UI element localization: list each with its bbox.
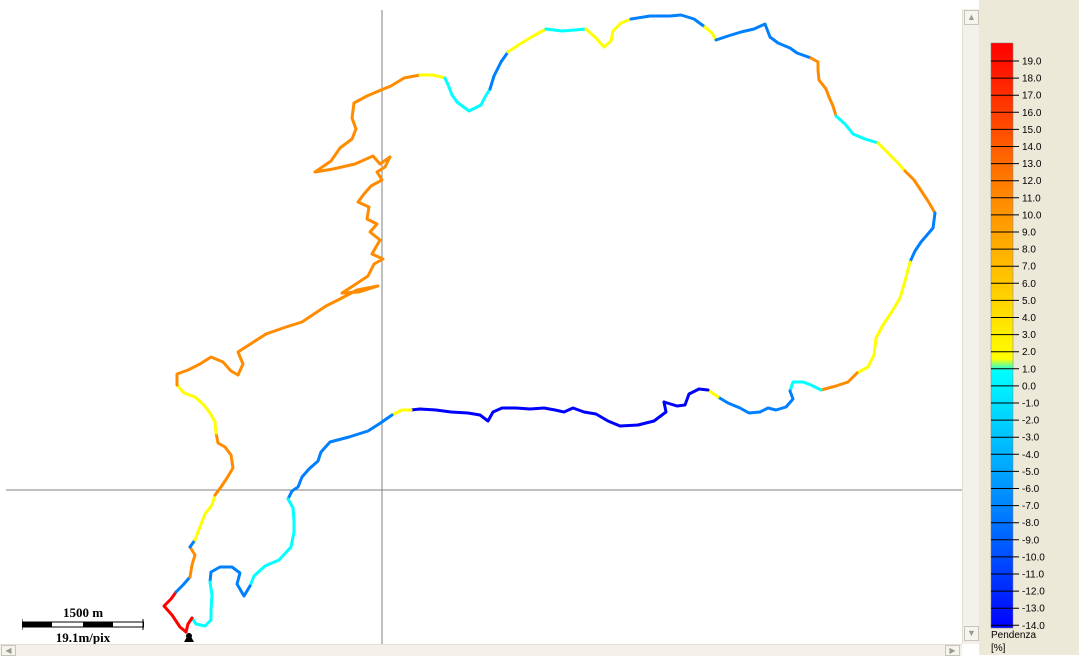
track-segment bbox=[190, 580, 214, 628]
legend-tick-label: 18.0 bbox=[1022, 74, 1042, 85]
track-segment bbox=[809, 56, 838, 118]
legend-tick-label: -2.0 bbox=[1022, 416, 1040, 427]
track-segment bbox=[819, 371, 859, 392]
legend-tick-label: 2.0 bbox=[1022, 347, 1036, 358]
track-segment bbox=[409, 400, 668, 428]
legend-tick-label: -14.0 bbox=[1022, 621, 1045, 632]
track-segment bbox=[188, 545, 197, 579]
track-segment bbox=[174, 575, 192, 594]
track-segment bbox=[286, 413, 394, 501]
legend-tick-label: 8.0 bbox=[1022, 245, 1036, 256]
gps-track bbox=[162, 13, 937, 634]
legend-tick-label: 6.0 bbox=[1022, 279, 1036, 290]
legend-tick-label: -1.0 bbox=[1022, 399, 1040, 410]
legend-tick-label: -7.0 bbox=[1022, 501, 1040, 512]
track-segment bbox=[903, 169, 937, 215]
track-segment bbox=[352, 73, 422, 105]
track-segment bbox=[662, 387, 710, 408]
scale-distance-label: 1500 m bbox=[62, 605, 104, 620]
track-segment bbox=[506, 27, 548, 54]
legend-tick-label: -5.0 bbox=[1022, 467, 1040, 478]
map-view[interactable]: 1500 m 19.1m/pix bbox=[0, 0, 962, 644]
scroll-left-icon[interactable]: ◀ bbox=[1, 645, 16, 656]
legend-tick-label: -4.0 bbox=[1022, 450, 1040, 461]
track-segment bbox=[162, 590, 188, 634]
slope-color-scale: 19.0 18.0 17.0 16.0 15.0 14.0 13.0 12.0 11.0 10.0… bbox=[990, 42, 1045, 632]
legend-tick-label: 17.0 bbox=[1022, 91, 1042, 102]
legend-tick-label: -10.0 bbox=[1022, 552, 1045, 563]
track-map[interactable] bbox=[0, 0, 962, 644]
legend-tick-label: 12.0 bbox=[1022, 176, 1042, 187]
track-segment bbox=[356, 155, 392, 278]
legend-tick-label: 19.0 bbox=[1022, 57, 1042, 68]
legend-tick-label: 11.0 bbox=[1022, 193, 1041, 204]
track-segment bbox=[908, 211, 937, 264]
legend-tick-label: 14.0 bbox=[1022, 142, 1042, 153]
legend-tick-label: -13.0 bbox=[1022, 604, 1045, 615]
legend-tick-label: 9.0 bbox=[1022, 228, 1036, 239]
track-segment bbox=[855, 260, 912, 375]
scroll-up-icon[interactable]: ▲ bbox=[964, 10, 979, 25]
legend-tick-label: 16.0 bbox=[1022, 108, 1042, 119]
scale-resolution-label: 19.1m/pix bbox=[55, 630, 111, 644]
track-segment bbox=[193, 493, 217, 542]
legend-tick-label: -9.0 bbox=[1022, 535, 1040, 546]
vertical-scrollbar[interactable]: ▲ ▼ bbox=[962, 9, 980, 644]
slope-legend: 19.0 18.0 17.0 16.0 15.0 14.0 13.0 12.0 11.0 10.0… bbox=[979, 0, 1079, 655]
track-segment bbox=[248, 497, 296, 588]
track-segment bbox=[443, 76, 492, 113]
legend-title: Pendenza bbox=[991, 630, 1037, 641]
track-segment bbox=[184, 616, 194, 634]
track-segment bbox=[208, 565, 252, 598]
scale-bar: 1500 m 19.1m/pix bbox=[22, 605, 144, 644]
track-segment bbox=[834, 114, 880, 145]
track-segment bbox=[418, 73, 447, 80]
track-segment bbox=[544, 27, 588, 33]
horizontal-scrollbar[interactable]: ◀ ▶ bbox=[0, 644, 962, 656]
track-segment bbox=[706, 388, 720, 399]
legend-tick-label: -8.0 bbox=[1022, 518, 1040, 529]
legend-unit: [%] bbox=[991, 643, 1006, 654]
track-segment bbox=[716, 389, 795, 415]
legend-tick-label: 10.0 bbox=[1022, 210, 1042, 221]
track-segment bbox=[584, 17, 633, 49]
legend-tick-label: -12.0 bbox=[1022, 587, 1045, 598]
track-segment bbox=[703, 25, 718, 42]
legend-tick-label: 0.0 bbox=[1022, 381, 1036, 392]
track-segment bbox=[876, 141, 907, 173]
track-segment bbox=[175, 383, 218, 435]
track-segment bbox=[213, 431, 235, 497]
legend-tick-label: -6.0 bbox=[1022, 484, 1040, 495]
track-segment bbox=[175, 332, 268, 387]
track-segment bbox=[629, 13, 707, 29]
track-segment bbox=[313, 101, 392, 174]
legend-tick-label: -11.0 bbox=[1022, 570, 1044, 581]
legend-color-bar bbox=[990, 42, 1014, 629]
legend-tick-label: 1.0 bbox=[1022, 364, 1036, 375]
track-segment bbox=[264, 274, 380, 336]
scroll-down-icon[interactable]: ▼ bbox=[964, 626, 979, 641]
legend-tick-label: 3.0 bbox=[1022, 330, 1036, 341]
track-segment bbox=[390, 408, 413, 417]
legend-tick-label: -3.0 bbox=[1022, 433, 1040, 444]
legend-tick-label: 13.0 bbox=[1022, 159, 1042, 170]
track-segment bbox=[788, 380, 823, 393]
track-segment bbox=[714, 22, 813, 60]
legend-tick-label: 5.0 bbox=[1022, 296, 1036, 307]
scale-ruler bbox=[22, 619, 144, 630]
legend-tick-label: 7.0 bbox=[1022, 262, 1036, 273]
scroll-right-icon[interactable]: ▶ bbox=[945, 645, 960, 656]
start-marker-icon bbox=[184, 633, 194, 642]
legend-tick-label: 15.0 bbox=[1022, 125, 1042, 136]
legend-tick-label: 4.0 bbox=[1022, 313, 1036, 324]
track-segment bbox=[488, 50, 510, 91]
